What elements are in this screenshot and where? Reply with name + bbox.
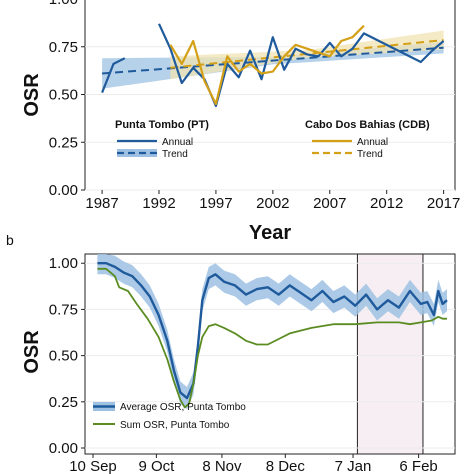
panel-a-xlabel: Year — [249, 222, 291, 244]
pt_trend-line — [102, 46, 444, 75]
panel-a-xtick-label: 2002 — [256, 195, 289, 212]
panel-a-xtick-label: 2012 — [370, 195, 403, 212]
panel-a: 1987 1992 1997 2002 2007 2012 2017 0.00 0.25 0.5… — [21, 0, 460, 244]
panel-a-ytick-label: 0.25 — [49, 134, 78, 151]
panel-a-ytick-label: 0.00 — [49, 182, 78, 199]
panel-b-xtick-label: 10 Sep — [69, 458, 117, 474]
legend-pt-title: Punta Tombo (PT) — [115, 119, 209, 131]
panel-a-ytick-label: 0.75 — [49, 39, 78, 56]
panel-a-xtick-label: 2017 — [427, 195, 460, 212]
panel-b-ytick-label: 1.00 — [49, 255, 78, 272]
panel-b-xtick-label: 9 Oct — [138, 458, 175, 474]
panel-b-ytick-label: 0.00 — [49, 440, 78, 457]
pt_annual-line — [157, 23, 445, 108]
panel-a-xtick-label: 2007 — [313, 195, 346, 212]
panel-b-xtick-label: 6 Feb — [399, 458, 437, 474]
cdb_annual-line — [169, 24, 365, 106]
avg-confidence-band — [97, 254, 448, 410]
pt_annual-line — [101, 57, 126, 94]
panel-a-xtick-label: 1997 — [199, 195, 232, 212]
panel-a-ytick-label: 1.00 — [49, 0, 78, 8]
panel-a-xtick-label: 1987 — [85, 195, 118, 212]
legend-pt-trend-band — [117, 149, 157, 157]
panel-a-ytick-label: 0.50 — [49, 87, 78, 104]
legend-cdb-title: Cabo Dos Bahias (CDB) — [305, 119, 430, 131]
panel-b-ytick-label: 0.25 — [49, 394, 78, 411]
panel-a-ylabel: OSR — [21, 73, 43, 117]
panel-a-xtick-label: 1992 — [142, 195, 175, 212]
legend-cdb-annual-label: Annual — [357, 137, 388, 148]
legend-avg-label: Average OSR, Punta Tombo — [120, 402, 246, 413]
panel-b-xtick-label: 8 Nov — [202, 458, 242, 474]
panel-b-label: b — [6, 232, 14, 248]
panel-b-ylabel: OSR — [21, 330, 43, 374]
panel-b-xtick-label: 7 Jan — [335, 458, 372, 474]
legend-pt-trend-label: Trend — [162, 149, 188, 160]
panel-b-plot-area — [84, 253, 456, 455]
legend-pt-annual-label: Annual — [162, 137, 193, 148]
legend-cdb-trend-label: Trend — [357, 149, 383, 160]
panel-b-ytick-label: 0.50 — [49, 348, 78, 365]
avg-osr-line — [97, 262, 448, 400]
sum-osr-line — [97, 267, 447, 409]
panel-b-xtick-label: 8 Dec — [266, 458, 306, 474]
legend-sum-label: Sum OSR, Punta Tombo — [120, 420, 230, 431]
panel-b: b 10 Sep 9 Oct 8 Nov 8 Dec 7 Jan 6 Feb 0.00 0.… — [6, 232, 456, 474]
panel-b-ytick-label: 0.75 — [49, 301, 78, 318]
